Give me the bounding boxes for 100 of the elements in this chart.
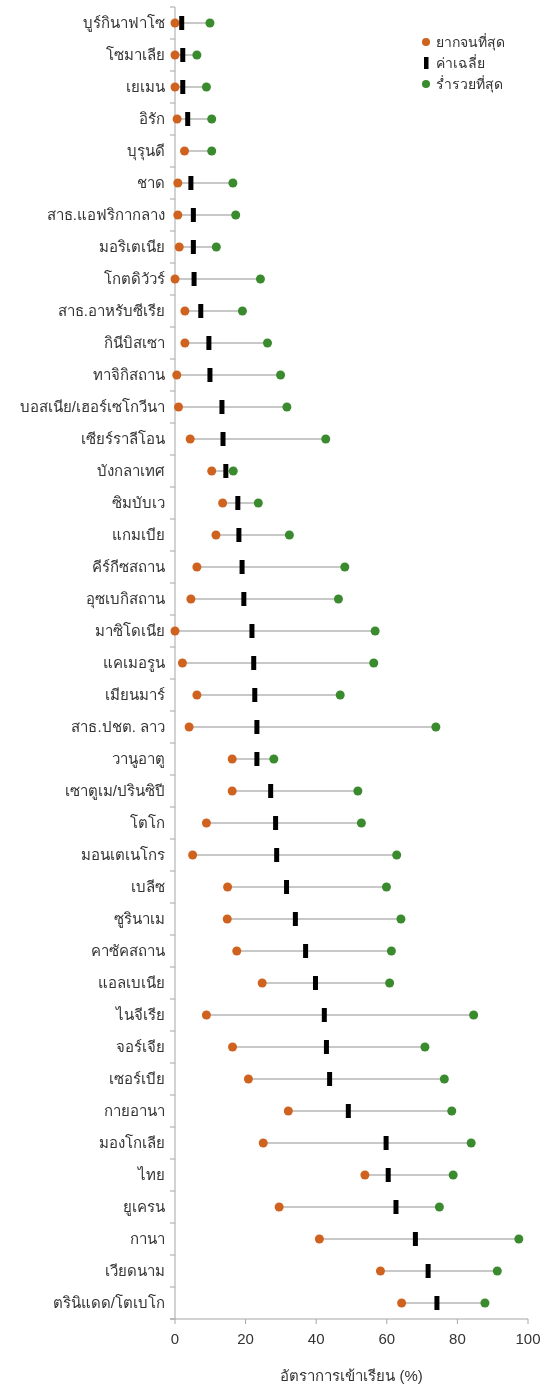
point xyxy=(431,722,441,732)
x-tick-label: 20 xyxy=(237,1330,254,1347)
point xyxy=(170,274,180,284)
point xyxy=(227,786,237,796)
y-tick-label: แกมเบีย xyxy=(112,526,165,543)
point xyxy=(396,914,406,924)
point xyxy=(232,946,242,956)
point xyxy=(180,338,190,348)
point xyxy=(207,466,217,476)
y-tick-label: ไทย xyxy=(137,1166,165,1183)
y-tick-label: กายอานา xyxy=(104,1102,165,1119)
x-axis-title: อัตราการเข้าเรียน (%) xyxy=(280,1367,423,1384)
point xyxy=(392,850,402,860)
y-tick-label: บุรุนดี xyxy=(127,142,165,161)
point xyxy=(185,434,195,444)
point xyxy=(397,1298,407,1308)
point xyxy=(205,18,215,28)
y-tick-label: อิรัก xyxy=(139,110,165,127)
point xyxy=(420,1042,430,1052)
y-tick-label: สาธ.ปชต. ลาว xyxy=(71,718,165,735)
point xyxy=(184,722,194,732)
point xyxy=(227,754,237,764)
y-tick-label: ชาด xyxy=(137,174,165,191)
point xyxy=(201,82,211,92)
point xyxy=(466,1138,476,1148)
point xyxy=(188,850,198,860)
point xyxy=(170,18,180,28)
y-tick-label: ซิมบับเว xyxy=(112,494,165,511)
point xyxy=(231,210,241,220)
point xyxy=(284,530,294,540)
point xyxy=(177,658,187,668)
point xyxy=(173,178,183,188)
y-tick-label: แอลเบเนีย xyxy=(98,974,165,991)
point xyxy=(480,1298,490,1308)
y-tick-label: ไนจีเรีย xyxy=(115,1006,165,1023)
point xyxy=(282,402,292,412)
point xyxy=(207,114,217,124)
y-tick-label: เซาตูเม/ปรินซิปี xyxy=(64,782,165,800)
y-tick-label: จอร์เจีย xyxy=(116,1038,165,1055)
point xyxy=(172,114,182,124)
y-tick-label: โตโก xyxy=(130,814,165,831)
point xyxy=(314,1234,324,1244)
point xyxy=(211,242,221,252)
y-tick-label: เวียดนาม xyxy=(105,1262,165,1279)
point xyxy=(262,338,272,348)
point xyxy=(434,1202,444,1212)
point xyxy=(257,978,267,988)
y-tick-label: มองโกเลีย xyxy=(99,1134,165,1151)
point xyxy=(201,1010,211,1020)
point xyxy=(255,274,265,284)
point xyxy=(333,594,343,604)
y-tick-label: โซมาเลีย xyxy=(106,46,165,63)
y-tick-label: มาซิโดเนีย xyxy=(95,622,165,639)
x-tick-label: 0 xyxy=(170,1330,180,1347)
y-tick-label: มอริเตเนีย xyxy=(99,238,165,255)
point xyxy=(253,498,263,508)
point xyxy=(360,1170,370,1180)
y-tick-label: เบลีซ xyxy=(131,878,165,895)
point xyxy=(228,466,238,476)
point xyxy=(192,562,202,572)
point xyxy=(448,1170,458,1180)
point xyxy=(228,178,238,188)
point xyxy=(469,1010,479,1020)
y-tick-label: กานา xyxy=(130,1230,165,1247)
point xyxy=(274,1202,284,1212)
point xyxy=(492,1266,502,1276)
point xyxy=(228,1042,238,1052)
point xyxy=(381,882,391,892)
y-tick-label: บอสเนีย/เฮอร์เซโกวีนา xyxy=(19,398,165,415)
y-tick-label: คาซัคสถาน xyxy=(91,942,165,959)
legend-label: ร่ำรวยที่สุด xyxy=(436,75,503,93)
point xyxy=(172,370,182,380)
point xyxy=(170,626,180,636)
y-tick-label: ยูเครน xyxy=(123,1198,165,1216)
y-tick-label: บังกลาเทศ xyxy=(97,462,165,479)
y-tick-label: โกตดิวัวร์ xyxy=(104,270,165,287)
point xyxy=(375,1266,385,1276)
point xyxy=(180,146,190,156)
point xyxy=(386,946,396,956)
y-tick-label: คีร์กีซสถาน xyxy=(92,558,165,575)
y-tick-label: สาธ.อาหรับซีเรีย xyxy=(57,302,165,319)
x-tick-label: 40 xyxy=(307,1330,325,1347)
x-tick-label: 80 xyxy=(449,1330,466,1347)
y-tick-label: สาธ.แอฟริกากลาง xyxy=(46,206,165,223)
point xyxy=(170,50,180,60)
point xyxy=(258,1138,268,1148)
point xyxy=(192,50,202,60)
point xyxy=(276,370,286,380)
y-tick-label: แคเมอรูน xyxy=(103,654,165,672)
point xyxy=(439,1074,449,1084)
point xyxy=(353,786,363,796)
point xyxy=(340,562,350,572)
point xyxy=(370,626,380,636)
y-tick-label: บูร์กินาฟาโซ xyxy=(83,14,165,32)
y-tick-label: กินีบิสเซา xyxy=(104,334,165,351)
point xyxy=(186,594,196,604)
point xyxy=(223,882,233,892)
point xyxy=(335,690,345,700)
y-tick-label: เมียนมาร์ xyxy=(105,686,165,703)
point xyxy=(222,914,232,924)
